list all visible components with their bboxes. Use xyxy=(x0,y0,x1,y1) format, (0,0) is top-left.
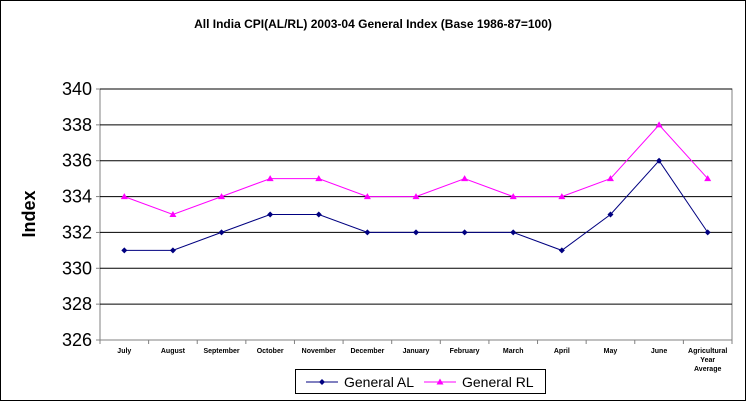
data-point-general-rl xyxy=(266,175,274,182)
data-point-general-al xyxy=(704,229,711,236)
data-point-general-rl xyxy=(704,175,712,182)
chart-title: All India CPI(AL/RL) 2003-04 General Ind… xyxy=(194,17,552,31)
x-tick-label: June xyxy=(651,348,667,355)
data-point-general-al xyxy=(413,229,419,236)
plot-area xyxy=(99,88,733,341)
x-axis-ticks: July August September October November Decemb… xyxy=(99,340,733,373)
x-tick-label: August xyxy=(161,348,186,355)
data-point-general-al xyxy=(364,229,371,236)
x-tick-label: January xyxy=(403,348,430,355)
x-tick-label: November xyxy=(302,348,337,355)
data-point-general-al xyxy=(510,229,517,236)
y-tick-label: 330 xyxy=(62,258,92,278)
y-tick-label: 328 xyxy=(62,294,92,314)
x-tick-label: July xyxy=(117,348,131,355)
y-tick-label: 326 xyxy=(62,330,92,350)
data-point-general-al xyxy=(315,211,322,218)
legend-swatch-general-al xyxy=(306,379,338,385)
x-tick-label: April xyxy=(554,348,570,355)
y-tick-label: 340 xyxy=(62,79,92,99)
data-point-general-al xyxy=(267,211,274,218)
data-point-general-rl xyxy=(169,211,177,217)
x-tick-label: Agricultural Year Average xyxy=(688,348,727,373)
data-point-general-rl xyxy=(120,193,128,200)
data-point-general-al xyxy=(218,229,225,236)
data-point-general-rl xyxy=(558,193,566,200)
data-point-general-al xyxy=(558,247,565,254)
data-point-general-rl xyxy=(606,175,614,182)
data-point-general-rl xyxy=(461,175,469,182)
series-group xyxy=(120,121,712,254)
x-tick-label: September xyxy=(203,348,239,355)
y-tick-label: 334 xyxy=(62,187,92,207)
data-point-general-al xyxy=(121,247,128,254)
x-tick-label: October xyxy=(257,348,284,355)
data-point-general-al xyxy=(656,157,663,164)
y-axis-ticks: 326 328 330 332 334 336 338 340 xyxy=(62,79,100,350)
data-point-general-rl xyxy=(412,193,420,200)
data-point-general-rl xyxy=(315,175,323,182)
x-tick-label: May xyxy=(604,348,618,355)
x-tick-label: December xyxy=(350,348,384,355)
y-tick-label: 336 xyxy=(62,151,92,171)
data-point-general-al xyxy=(169,247,176,254)
y-tick-label: 332 xyxy=(62,222,92,242)
legend-label-general-rl: General RL xyxy=(462,374,534,390)
legend: General AL General RL xyxy=(295,369,546,394)
data-point-general-al xyxy=(607,211,614,218)
legend-swatch-general-rl xyxy=(424,378,456,385)
x-tick-label: February xyxy=(450,348,480,355)
data-point-general-al xyxy=(461,229,468,236)
data-point-general-rl xyxy=(655,121,663,128)
data-point-general-rl xyxy=(363,193,371,200)
legend-label-general-al: General AL xyxy=(344,374,415,390)
x-tick-label: March xyxy=(503,348,524,355)
y-tick-label: 338 xyxy=(62,115,92,135)
legend-item-general-al: General AL xyxy=(306,373,414,391)
y-axis-label: Index xyxy=(19,190,39,237)
data-point-general-rl xyxy=(218,193,226,200)
data-point-general-rl xyxy=(509,193,517,200)
legend-item-general-rl: General RL xyxy=(424,373,534,391)
